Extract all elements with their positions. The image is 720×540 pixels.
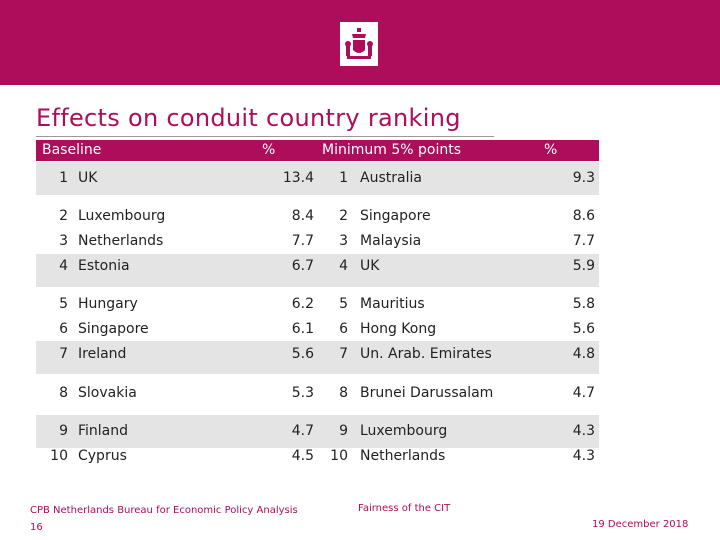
minimum-country: Hong Kong: [360, 321, 437, 337]
minimum-rank: 7: [339, 346, 348, 362]
minimum-rank: 4: [339, 258, 348, 274]
minimum-country: Netherlands: [360, 448, 446, 464]
coat-of-arms-icon: [340, 22, 378, 66]
baseline-rank: 7: [59, 346, 68, 362]
minimum-value: 5.6: [572, 321, 595, 337]
header-percent-minimum: %: [544, 142, 558, 158]
minimum-rank: 8: [339, 385, 348, 401]
minimum-value: 9.3: [572, 170, 595, 186]
baseline-rank: 2: [59, 208, 68, 224]
minimum-country: Brunei Darussalam: [360, 385, 494, 401]
header-baseline: Baseline: [42, 142, 102, 158]
minimum-value: 5.8: [572, 296, 595, 312]
footer-page-number: 16: [30, 522, 43, 533]
baseline-value: 7.7: [291, 233, 314, 249]
minimum-country: Malaysia: [360, 233, 422, 249]
baseline-value: 13.4: [282, 170, 314, 186]
slide-title: Effects on conduit country ranking: [36, 104, 461, 132]
header-minimum: Minimum 5% points: [322, 142, 461, 158]
baseline-rank: 3: [59, 233, 68, 249]
baseline-value: 4.5: [291, 448, 314, 464]
minimum-rank: 1: [339, 170, 348, 186]
baseline-country: Ireland: [78, 346, 127, 362]
baseline-rank: 6: [59, 321, 68, 337]
minimum-country: Luxembourg: [360, 423, 448, 439]
row-band: [36, 162, 599, 195]
minimum-value: 4.3: [572, 423, 595, 439]
footer-org: CPB Netherlands Bureau for Economic Poli…: [30, 505, 298, 516]
minimum-value: 4.8: [572, 346, 595, 362]
baseline-value: 6.2: [291, 296, 314, 312]
baseline-rank: 10: [50, 448, 68, 464]
baseline-value: 6.7: [291, 258, 314, 274]
title-underline: [36, 136, 494, 137]
baseline-value: 4.7: [291, 423, 314, 439]
row-band: [36, 254, 599, 287]
minimum-country: Singapore: [360, 208, 431, 224]
baseline-rank: 4: [59, 258, 68, 274]
top-banner: [0, 0, 720, 85]
baseline-country: Luxembourg: [78, 208, 166, 224]
minimum-value: 7.7: [572, 233, 595, 249]
header-percent-baseline: %: [262, 142, 276, 158]
baseline-value: 5.3: [291, 385, 314, 401]
minimum-country: Australia: [360, 170, 422, 186]
baseline-country: Netherlands: [78, 233, 164, 249]
minimum-value: 4.7: [572, 385, 595, 401]
row-band: [36, 341, 599, 374]
baseline-country: Cyprus: [78, 448, 127, 464]
baseline-country: Singapore: [78, 321, 149, 337]
baseline-country: Slovakia: [78, 385, 137, 401]
footer-date: 19 December 2018: [592, 519, 689, 530]
baseline-country: UK: [78, 170, 98, 186]
baseline-country: Hungary: [78, 296, 138, 312]
minimum-country: UK: [360, 258, 380, 274]
baseline-rank: 9: [59, 423, 68, 439]
minimum-country: Un. Arab. Emirates: [360, 346, 492, 362]
minimum-rank: 10: [330, 448, 348, 464]
row-band: [36, 415, 599, 448]
minimum-value: 8.6: [572, 208, 595, 224]
table-header: Baseline % Minimum 5% points %: [36, 140, 599, 161]
baseline-rank: 5: [59, 296, 68, 312]
baseline-value: 5.6: [291, 346, 314, 362]
baseline-rank: 8: [59, 385, 68, 401]
baseline-value: 8.4: [291, 208, 314, 224]
minimum-rank: 3: [339, 233, 348, 249]
minimum-rank: 5: [339, 296, 348, 312]
minimum-rank: 9: [339, 423, 348, 439]
baseline-country: Estonia: [78, 258, 130, 274]
minimum-value: 4.3: [572, 448, 595, 464]
footer-topic: Fairness of the CIT: [358, 503, 451, 514]
baseline-rank: 1: [59, 170, 68, 186]
minimum-value: 5.9: [572, 258, 595, 274]
minimum-country: Mauritius: [360, 296, 425, 312]
baseline-value: 6.1: [291, 321, 314, 337]
baseline-country: Finland: [78, 423, 129, 439]
minimum-rank: 6: [339, 321, 348, 337]
minimum-rank: 2: [339, 208, 348, 224]
